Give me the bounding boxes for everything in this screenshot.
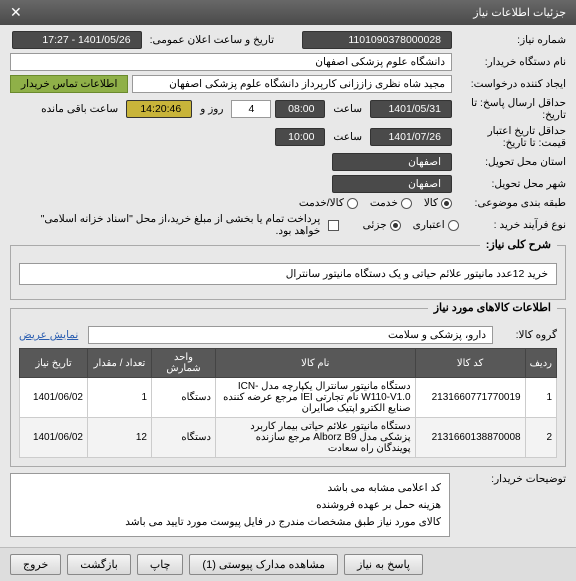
table-cell: دستگاه مانیتور سانترال یکپارچه مدل ICN-W… [216,378,416,418]
validity-label: حداقل تاریخ اعتبار قیمت: تا تاریخ: [456,125,566,149]
description-text: خرید 12عدد مانیتور علائم حیاتی و یک دستگ… [19,263,557,285]
treasury-label: پرداخت تمام یا بخشی از مبلغ خرید،از محل … [10,213,324,237]
time-label-2: ساعت [329,131,366,143]
province-value: اصفهان [332,153,452,171]
radio-service[interactable] [401,198,412,209]
items-table: ردیفکد کالانام کالاواحد شمارشتعداد / مقد… [19,348,557,458]
col-header: کد کالا [415,349,525,378]
table-cell: 1 [525,378,556,418]
table-row[interactable]: 22131660138870008دستگاه مانیتور علائم حی… [20,418,557,458]
city-label: شهر محل تحویل: [456,178,566,190]
validity-time: 10:00 [275,128,325,146]
table-cell: دستگاه [152,418,216,458]
exit-button[interactable]: خروج [10,554,61,575]
table-row[interactable]: 12131660771770019دستگاه مانیتور سانترال … [20,378,557,418]
requester-label: ایجاد کننده درخواست: [456,78,566,90]
close-icon[interactable]: ✕ [10,4,22,21]
table-cell: 2131660771770019 [415,378,525,418]
radio-partial-label: جزئی [363,219,387,231]
wide-view-link[interactable]: نمایش عریض [19,329,84,341]
table-cell: 1401/06/02 [20,418,88,458]
table-cell: 2 [525,418,556,458]
description-fieldset: شرح کلی نیاز: خرید 12عدد مانیتور علائم ح… [10,245,566,300]
reply-button[interactable]: پاسخ به نیاز [344,554,423,575]
radio-goods[interactable] [441,198,452,209]
radio-both[interactable] [347,198,358,209]
countdown-value: 14:20:46 [126,100,192,118]
treasury-checkbox[interactable] [328,220,338,231]
process-label: نوع فرآیند خرید : [463,219,566,231]
requester-value: مجید شاه نظری زاززانی کارپرداز دانشگاه ع… [132,75,452,93]
deadline-label: حداقل ارسال پاسخ: تا تاریخ: [456,97,566,121]
table-cell: دستگاه مانیتور علائم حیاتی بیمار کاربرد … [216,418,416,458]
need-no-value: 1101090378000028 [302,31,452,49]
buyer-notes: کد اعلامی مشابه می باشدهزینه حمل بر عهده… [10,473,450,537]
radio-credit[interactable] [448,220,459,231]
items-legend: اطلاعات کالاهای مورد نیاز [428,301,557,314]
print-button[interactable]: چاپ [137,554,184,575]
content: شماره نیاز: 1101090378000028 تاریخ و ساع… [0,25,576,547]
radio-goods-label: کالا [424,197,438,209]
process-radios: اعتباری جزئی [363,219,459,231]
days-value: 4 [231,100,271,118]
col-header: ردیف [525,349,556,378]
col-header: واحد شمارش [152,349,216,378]
radio-partial[interactable] [390,220,401,231]
radio-credit-label: اعتباری [413,219,445,231]
buyer-org-value: دانشگاه علوم پزشکی اصفهان [10,53,452,71]
col-header: تاریخ نیاز [20,349,88,378]
description-legend: شرح کلی نیاز: [480,238,557,251]
public-date-value: 1401/05/26 - 17:27 [12,31,142,49]
need-no-label: شماره نیاز: [456,34,566,46]
notes-label: توضیحات خریدار: [456,473,566,485]
radio-both-label: کالا/خدمت [299,197,344,209]
contact-buyer-button[interactable]: اطلاعات تماس خریدار [10,75,128,93]
group-value: دارو، پزشکی و سلامت [88,326,493,344]
col-header: تعداد / مقدار [88,349,152,378]
footer: پاسخ به نیاز مشاهده مدارک پیوستی (1) چاپ… [0,547,576,581]
table-cell: 1401/06/02 [20,378,88,418]
attachments-button[interactable]: مشاهده مدارک پیوستی (1) [189,554,338,575]
window-title: جزئیات اطلاعات نیاز [473,6,566,19]
group-label: گروه کالا: [497,329,557,341]
days-label: روز و [196,103,227,115]
deadline-time: 08:00 [275,100,325,118]
table-cell: 1 [88,378,152,418]
time-label-1: ساعت [329,103,366,115]
province-label: استان محل تحویل: [456,156,566,168]
category-label: طبقه بندی موضوعی: [456,197,566,209]
radio-service-label: خدمت [370,197,398,209]
items-fieldset: اطلاعات کالاهای مورد نیاز گروه کالا: دار… [10,308,566,467]
table-cell: 2131660138870008 [415,418,525,458]
category-radios: کالا خدمت کالا/خدمت [299,197,452,209]
table-cell: دستگاه [152,378,216,418]
back-button[interactable]: بازگشت [67,554,131,575]
validity-date: 1401/07/26 [370,128,452,146]
public-date-label: تاریخ و ساعت اعلان عمومی: [146,34,278,46]
deadline-date: 1401/05/31 [370,100,452,118]
buyer-org-label: نام دستگاه خریدار: [456,56,566,68]
table-cell: 12 [88,418,152,458]
col-header: نام کالا [216,349,416,378]
city-value: اصفهان [332,175,452,193]
countdown-label: ساعت باقی مانده [37,103,122,115]
titlebar: جزئیات اطلاعات نیاز ✕ [0,0,576,25]
